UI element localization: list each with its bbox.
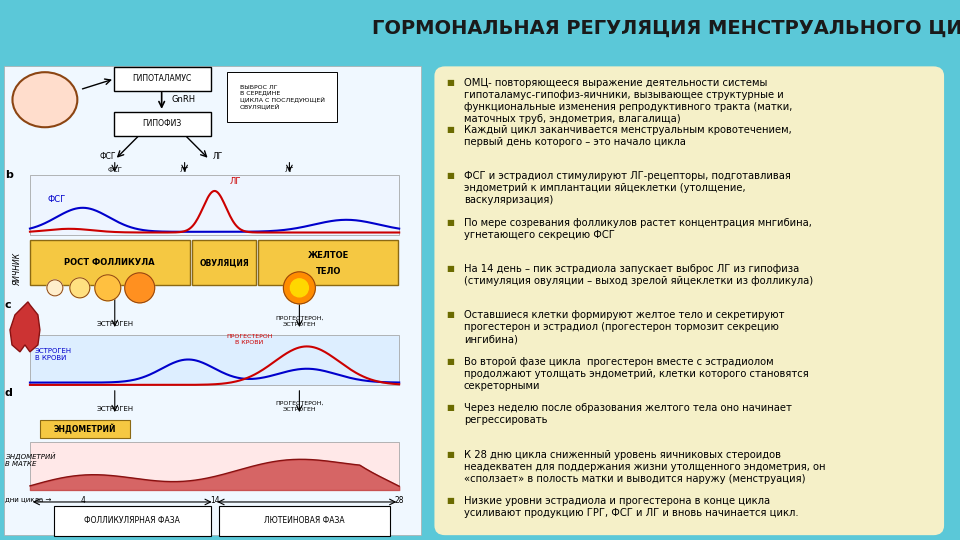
FancyBboxPatch shape — [114, 67, 210, 91]
Text: ■: ■ — [446, 264, 454, 273]
Text: ■: ■ — [446, 357, 454, 366]
Text: b: b — [5, 170, 12, 180]
Text: ГИПОТАЛАМУС: ГИПОТАЛАМУС — [132, 74, 191, 83]
Text: ЭСТРОГЕН
В КРОВИ: ЭСТРОГЕН В КРОВИ — [35, 348, 72, 361]
Bar — [30, 240, 190, 285]
Bar — [30, 442, 399, 490]
FancyBboxPatch shape — [219, 506, 390, 536]
Text: 28: 28 — [395, 496, 404, 505]
Text: ПРОГЕСТЕРОН,
ЭСТРОГЕН: ПРОГЕСТЕРОН, ЭСТРОГЕН — [276, 316, 324, 327]
Text: ФОЛЛИКУЛЯРНАЯ ФАЗА: ФОЛЛИКУЛЯРНАЯ ФАЗА — [84, 516, 180, 525]
Text: ЛЮТЕИНОВАЯ ФАЗА: ЛЮТЕИНОВАЯ ФАЗА — [264, 516, 345, 525]
Text: ФСГ: ФСГ — [108, 167, 122, 173]
FancyBboxPatch shape — [114, 112, 210, 136]
Text: ЛГ: ЛГ — [212, 152, 223, 161]
Text: c: c — [5, 300, 12, 310]
Ellipse shape — [12, 72, 78, 127]
Text: дни цикла →: дни цикла → — [5, 496, 52, 502]
Text: 4: 4 — [81, 496, 85, 505]
Text: Оставшиеся клетки формируют желтое тело и секретируют
прогестерон и эстрадиол (п: Оставшиеся клетки формируют желтое тело … — [464, 310, 784, 345]
Text: ФСГ: ФСГ — [48, 195, 66, 204]
Text: ВЫБРОС ЛГ
В СЕРЕДИНЕ
ЦИКЛА С ПОСЛЕДУЮЩЕЙ
ОВУЛЯЦИЕЙ: ВЫБРОС ЛГ В СЕРЕДИНЕ ЦИКЛА С ПОСЛЕДУЮЩЕЙ… — [239, 85, 324, 109]
Text: К 28 дню цикла сниженный уровень яичниковых стероидов
неадекватен для поддержани: К 28 дню цикла сниженный уровень яичнико… — [464, 450, 826, 484]
Text: На 14 день – пик эстрадиола запускает выброс ЛГ из гипофиза
(стимуляция овуляции: На 14 день – пик эстрадиола запускает вы… — [464, 264, 813, 286]
Circle shape — [125, 273, 155, 303]
Text: ЭНДОМЕТРИЙ: ЭНДОМЕТРИЙ — [54, 424, 116, 434]
Text: ПРОГЕСТЕРОН
В КРОВИ: ПРОГЕСТЕРОН В КРОВИ — [227, 334, 273, 345]
Text: ОВУЛЯЦИЯ: ОВУЛЯЦИЯ — [200, 258, 250, 267]
Text: ПРОГЕСТЕРОН,
ЭСТРОГЕН: ПРОГЕСТЕРОН, ЭСТРОГЕН — [276, 401, 324, 412]
Text: ЭСТРОГЕН: ЭСТРОГЕН — [96, 321, 133, 327]
FancyBboxPatch shape — [435, 66, 944, 535]
Text: ОМЦ- повторяющееся выражение деятельности системы
гипоталамус-гипофиз-яичники, в: ОМЦ- повторяющееся выражение деятельност… — [464, 78, 792, 124]
Text: Через неделю после образования желтого тела оно начинает
регрессировать: Через неделю после образования желтого т… — [464, 403, 791, 425]
Text: ФСГ: ФСГ — [100, 152, 116, 161]
Text: ■: ■ — [446, 310, 454, 320]
FancyBboxPatch shape — [4, 66, 420, 535]
Polygon shape — [10, 302, 40, 352]
Text: ■: ■ — [446, 496, 454, 505]
Circle shape — [283, 272, 315, 304]
Text: ■: ■ — [446, 450, 454, 458]
Bar — [40, 420, 130, 438]
Circle shape — [95, 275, 121, 301]
Text: ЖЕЛТОЕ: ЖЕЛТОЕ — [308, 251, 348, 260]
Text: GnRH: GnRH — [172, 95, 196, 104]
Text: Во второй фазе цикла  прогестерон вместе с эстрадиолом
продолжают утолщать эндом: Во второй фазе цикла прогестерон вместе … — [464, 357, 808, 391]
Text: ■: ■ — [446, 218, 454, 227]
Text: ЛГ: ЛГ — [229, 177, 241, 186]
Text: ЭНДОМЕТРИЙ
В МАТКЕ: ЭНДОМЕТРИЙ В МАТКЕ — [5, 453, 56, 468]
Text: ■: ■ — [446, 78, 454, 87]
Bar — [30, 335, 399, 385]
Text: ЛГ: ЛГ — [180, 167, 189, 173]
Text: Низкие уровни эстрадиола и прогестерона в конце цикла
усиливают продукцию ГРГ, Ф: Низкие уровни эстрадиола и прогестерона … — [464, 496, 799, 518]
Bar — [192, 240, 256, 285]
Text: 14: 14 — [209, 496, 220, 505]
Text: ТЕЛО: ТЕЛО — [316, 267, 341, 276]
Text: ■: ■ — [446, 125, 454, 134]
Text: ГИПОФИЗ: ГИПОФИЗ — [142, 119, 181, 128]
FancyBboxPatch shape — [54, 506, 210, 536]
Circle shape — [70, 278, 90, 298]
Bar — [30, 175, 399, 235]
Text: По мере созревания фолликулов растет концентрация мнгибина,
угнетающего секрецию: По мере созревания фолликулов растет кон… — [464, 218, 811, 240]
Text: ■: ■ — [446, 171, 454, 180]
Text: ЭСТРОГЕН: ЭСТРОГЕН — [96, 406, 133, 412]
Text: d: d — [5, 388, 12, 398]
Text: Каждый цикл заканчивается менструальным кровотечением,
первый день которого – эт: Каждый цикл заканчивается менструальным … — [464, 125, 791, 147]
Circle shape — [291, 279, 308, 297]
Text: РОСТ ФОЛЛИКУЛА: РОСТ ФОЛЛИКУЛА — [64, 258, 156, 267]
Bar — [258, 240, 398, 285]
Text: ЯИЧНИК: ЯИЧНИК — [13, 253, 22, 286]
Text: ЛГ: ЛГ — [285, 167, 294, 173]
Text: ФСГ и эстрадиол стимулируют ЛГ-рецепторы, подготавливая
эндометрий к имплантации: ФСГ и эстрадиол стимулируют ЛГ-рецепторы… — [464, 171, 790, 205]
Text: ГОРМОНАЛЬНАЯ РЕГУЛЯЦИЯ МЕНСТРУАЛЬНОГО ЦИКЛА: ГОРМОНАЛЬНАЯ РЕГУЛЯЦИЯ МЕНСТРУАЛЬНОГО ЦИ… — [372, 19, 960, 38]
Circle shape — [47, 280, 62, 296]
Text: ■: ■ — [446, 403, 454, 412]
